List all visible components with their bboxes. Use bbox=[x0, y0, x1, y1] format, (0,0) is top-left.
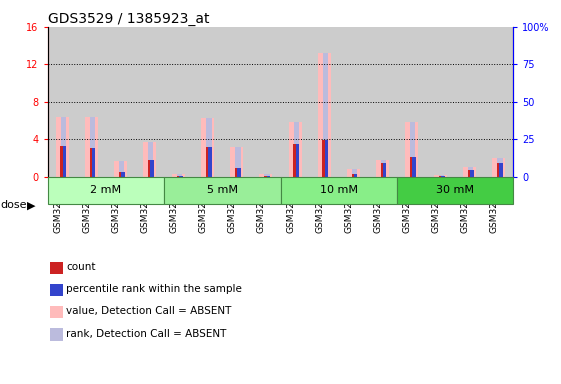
Bar bbox=[90, 117, 95, 177]
Bar bbox=[85, 117, 98, 177]
Bar bbox=[56, 117, 69, 177]
Text: percentile rank within the sample: percentile rank within the sample bbox=[66, 284, 242, 294]
Bar bbox=[463, 167, 476, 177]
Bar bbox=[455, 27, 484, 177]
Bar bbox=[323, 140, 326, 177]
Bar bbox=[135, 27, 164, 177]
Bar bbox=[114, 161, 127, 177]
Bar bbox=[368, 27, 397, 177]
Bar bbox=[376, 160, 389, 177]
Bar bbox=[266, 176, 270, 177]
Bar bbox=[296, 144, 299, 177]
Bar bbox=[237, 169, 241, 177]
Bar bbox=[293, 122, 299, 177]
Bar bbox=[484, 27, 513, 177]
Bar bbox=[318, 53, 330, 177]
Text: dose: dose bbox=[1, 200, 27, 210]
Bar bbox=[150, 160, 154, 177]
Bar bbox=[236, 147, 241, 177]
Text: 2 mM: 2 mM bbox=[90, 185, 121, 195]
Bar bbox=[468, 167, 473, 177]
Bar bbox=[164, 177, 280, 204]
Bar bbox=[497, 158, 503, 177]
Bar bbox=[106, 27, 135, 177]
Text: 10 mM: 10 mM bbox=[320, 185, 358, 195]
Bar bbox=[434, 175, 447, 177]
Bar bbox=[339, 27, 368, 177]
Bar bbox=[397, 27, 426, 177]
Bar bbox=[264, 176, 268, 177]
Bar bbox=[179, 176, 183, 177]
Bar bbox=[397, 177, 513, 204]
Bar bbox=[347, 169, 360, 177]
Bar bbox=[208, 147, 212, 177]
Bar bbox=[354, 174, 357, 177]
Bar bbox=[148, 160, 151, 177]
Bar bbox=[61, 146, 64, 177]
Bar bbox=[222, 27, 251, 177]
Bar bbox=[177, 174, 182, 177]
Bar bbox=[48, 27, 77, 177]
Bar bbox=[280, 177, 397, 204]
Text: 5 mM: 5 mM bbox=[207, 185, 238, 195]
Bar bbox=[352, 174, 355, 177]
Bar bbox=[92, 148, 95, 177]
Bar bbox=[177, 176, 181, 177]
Bar bbox=[383, 163, 387, 177]
Bar bbox=[441, 176, 445, 177]
Bar bbox=[499, 163, 503, 177]
Bar bbox=[470, 170, 473, 177]
Bar bbox=[119, 161, 124, 177]
Bar bbox=[310, 27, 339, 177]
Bar bbox=[235, 169, 238, 177]
Bar bbox=[61, 117, 66, 177]
Bar bbox=[293, 144, 297, 177]
Bar bbox=[410, 122, 415, 177]
Bar bbox=[352, 169, 357, 177]
Bar bbox=[121, 172, 125, 177]
Bar bbox=[206, 147, 209, 177]
Bar bbox=[77, 27, 106, 177]
Bar bbox=[63, 146, 66, 177]
Text: ▶: ▶ bbox=[27, 200, 35, 210]
Text: rank, Detection Call = ABSENT: rank, Detection Call = ABSENT bbox=[66, 329, 227, 339]
Bar bbox=[439, 175, 444, 177]
Bar bbox=[172, 174, 185, 177]
Bar bbox=[251, 27, 280, 177]
Bar bbox=[280, 27, 310, 177]
Bar bbox=[323, 53, 328, 177]
Bar bbox=[231, 147, 243, 177]
Bar bbox=[492, 158, 505, 177]
Bar bbox=[426, 27, 455, 177]
Bar bbox=[193, 27, 222, 177]
Bar bbox=[259, 174, 273, 177]
Bar bbox=[148, 142, 153, 177]
Text: count: count bbox=[66, 262, 96, 272]
Text: 30 mM: 30 mM bbox=[436, 185, 474, 195]
Text: value, Detection Call = ABSENT: value, Detection Call = ABSENT bbox=[66, 306, 232, 316]
Bar bbox=[412, 157, 416, 177]
Bar bbox=[325, 140, 328, 177]
Bar bbox=[164, 27, 193, 177]
Bar bbox=[497, 163, 500, 177]
Bar bbox=[206, 118, 211, 177]
Bar bbox=[410, 157, 413, 177]
Bar bbox=[439, 176, 442, 177]
Bar bbox=[405, 122, 418, 177]
Bar bbox=[468, 170, 471, 177]
Bar bbox=[201, 118, 214, 177]
Bar bbox=[380, 163, 384, 177]
Bar bbox=[48, 177, 164, 204]
Bar bbox=[90, 148, 93, 177]
Bar bbox=[264, 174, 270, 177]
Text: GDS3529 / 1385923_at: GDS3529 / 1385923_at bbox=[48, 12, 209, 26]
Bar bbox=[119, 172, 122, 177]
Bar bbox=[143, 142, 156, 177]
Bar bbox=[288, 122, 302, 177]
Bar bbox=[381, 160, 386, 177]
